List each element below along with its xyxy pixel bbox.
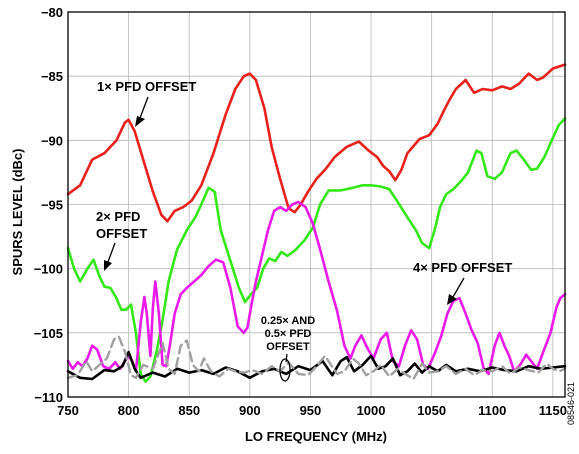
annotation-2x-pfd-offset: 2× PFD OFFSET — [96, 209, 147, 271]
y-tick-label: −80 — [41, 5, 63, 20]
x-tick-label: 900 — [239, 403, 261, 418]
svg-text:OFFSET: OFFSET — [96, 226, 147, 241]
y-tick-label: −105 — [34, 326, 63, 341]
y-tick-label: −85 — [41, 69, 63, 84]
svg-text:2× PFD: 2× PFD — [96, 209, 140, 224]
annotation-arrow — [139, 96, 149, 119]
x-tick-label: 1100 — [478, 403, 506, 418]
y-tick-label: −110 — [34, 390, 63, 405]
svg-text:0.5× PFD: 0.5× PFD — [265, 328, 312, 340]
annotation-text: OFFSET — [266, 341, 310, 353]
y-tick-label: −90 — [41, 133, 63, 148]
arrow-head — [104, 260, 112, 271]
plot-frame — [67, 11, 566, 398]
x-tick-label: 800 — [118, 403, 140, 418]
annotation-text: 2× PFD — [96, 209, 140, 224]
x-tick-label: 1050 — [417, 403, 446, 418]
x-tick-label: 1000 — [357, 403, 386, 418]
annotation-text: 4× PFD OFFSET — [413, 260, 512, 275]
annotation-text: 1× PFD OFFSET — [97, 79, 196, 94]
annotation-ellipse — [279, 358, 291, 382]
annotation-text: 0.5× PFD — [265, 328, 312, 340]
annotation-leader — [285, 353, 288, 363]
y-axis-label: SPURS LEVEL (dBc) — [10, 149, 25, 276]
svg-text:1× PFD OFFSET: 1× PFD OFFSET — [97, 79, 196, 94]
annotation-arrow — [452, 277, 465, 298]
arrow-head — [135, 116, 145, 127]
x-tick-label: 1150 — [539, 403, 567, 418]
series-line-1 — [66, 63, 567, 223]
x-tick-label: 750 — [57, 403, 79, 418]
grid — [68, 12, 565, 397]
series-line-5 — [66, 335, 567, 381]
annotation-1x-pfd-offset: 1× PFD OFFSET — [97, 79, 196, 127]
annotation-text: OFFSET — [96, 226, 147, 241]
annotation-fractional-pfd-offset: 0.25× AND 0.5× PFD OFFSET — [261, 315, 315, 382]
y-tick-labels: −80 −85 −90 −95 −100 −105 −110 — [34, 5, 63, 405]
x-tick-label: 950 — [300, 403, 322, 418]
x-tick-label: 850 — [178, 403, 200, 418]
svg-text:OFFSET: OFFSET — [266, 341, 310, 353]
series-line-2 — [66, 117, 567, 383]
x-axis-label: LO FREQUENCY (MHz) — [245, 429, 387, 444]
x-tick-labels: 750 800 850 900 950 1000 1050 1100 1150 — [57, 403, 567, 418]
svg-text:0.25× AND: 0.25× AND — [261, 315, 315, 327]
y-tick-label: −100 — [34, 262, 63, 277]
annotation-4x-pfd-offset: 4× PFD OFFSET — [413, 260, 512, 305]
series-lines — [66, 63, 567, 383]
annotation-text: 0.25× AND — [261, 315, 315, 327]
svg-text:4× PFD OFFSET: 4× PFD OFFSET — [413, 260, 512, 275]
annotation-arrow — [107, 242, 116, 263]
arrow-head — [447, 294, 457, 305]
document-id: 08546-021 — [566, 382, 576, 425]
y-tick-label: −95 — [41, 198, 63, 213]
